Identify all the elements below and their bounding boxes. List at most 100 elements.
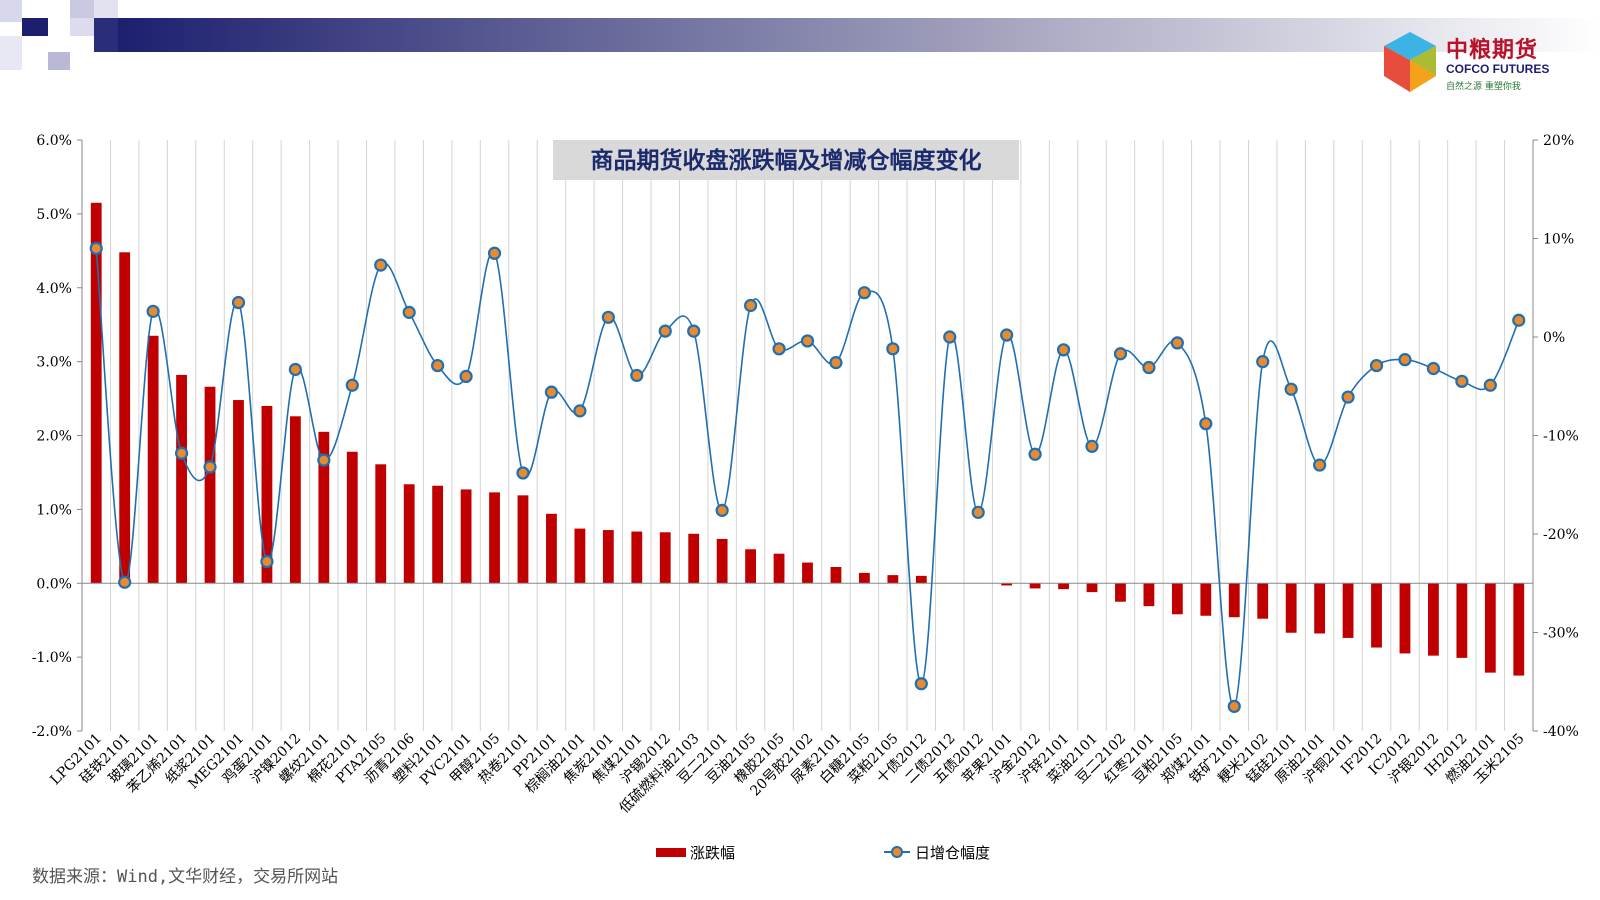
bar bbox=[147, 335, 159, 584]
line-marker bbox=[914, 677, 928, 691]
brand-name-cn: 中粮期货 bbox=[1446, 38, 1539, 63]
legend-line-label: 日增仓幅度 bbox=[915, 844, 990, 862]
legend-line-marker bbox=[891, 846, 903, 858]
line-marker bbox=[146, 304, 160, 318]
line-marker bbox=[658, 324, 672, 338]
bar bbox=[1399, 583, 1411, 654]
brand-logo: 中粮期货 COFCO FUTURES 自然之源 重塑你我 bbox=[1380, 30, 1590, 100]
bar bbox=[1285, 583, 1297, 633]
y-left-tick-label: 2.0% bbox=[36, 429, 72, 445]
line-marker bbox=[1028, 447, 1042, 461]
bar bbox=[745, 549, 757, 584]
line-marker bbox=[1426, 361, 1441, 376]
line-marker bbox=[260, 554, 274, 569]
line-marker bbox=[118, 575, 132, 589]
legend-bar-label: 涨跌幅 bbox=[690, 844, 735, 862]
line-marker bbox=[1056, 343, 1071, 357]
line-marker bbox=[1085, 439, 1099, 453]
line-marker bbox=[1227, 699, 1241, 713]
bar bbox=[517, 495, 529, 584]
y-left-tick-label: 6.0% bbox=[36, 133, 72, 149]
bar bbox=[659, 532, 671, 584]
bar bbox=[1200, 583, 1212, 616]
bar bbox=[1115, 583, 1126, 602]
line-marker bbox=[772, 342, 786, 356]
line-marker bbox=[459, 369, 473, 383]
bar bbox=[261, 405, 273, 584]
bar bbox=[90, 202, 102, 584]
y-left-tick-label: 5.0% bbox=[36, 207, 72, 223]
bar bbox=[1228, 583, 1240, 618]
line-marker bbox=[1256, 355, 1270, 369]
y-right-tick-label: -10% bbox=[1543, 429, 1579, 445]
line-marker bbox=[1483, 378, 1497, 392]
bar bbox=[1001, 583, 1013, 586]
brand-slogan: 自然之源 重塑你我 bbox=[1446, 82, 1521, 92]
y-right-tick-label: 0% bbox=[1543, 330, 1565, 346]
line-marker bbox=[431, 358, 445, 373]
bar bbox=[1171, 583, 1183, 615]
line-marker bbox=[1398, 353, 1412, 367]
bar bbox=[1371, 583, 1382, 648]
line-marker bbox=[971, 505, 985, 519]
line-marker bbox=[1455, 374, 1469, 388]
bar bbox=[1058, 583, 1069, 590]
y-right-tick-label: 10% bbox=[1543, 232, 1574, 248]
bar bbox=[1513, 583, 1525, 676]
line-marker bbox=[402, 305, 416, 319]
line-marker bbox=[800, 334, 815, 348]
line-marker bbox=[231, 295, 246, 310]
bar bbox=[289, 416, 301, 584]
bar bbox=[403, 484, 415, 584]
line-marker bbox=[317, 453, 331, 467]
line-marker bbox=[174, 446, 189, 460]
line-marker bbox=[1512, 313, 1526, 327]
y-left-tick-label: 4.0% bbox=[36, 281, 72, 297]
bar bbox=[574, 528, 586, 584]
legend-bar-swatch bbox=[656, 848, 686, 857]
line-marker bbox=[1369, 358, 1384, 373]
bar bbox=[602, 530, 614, 584]
bar bbox=[802, 562, 813, 584]
bar bbox=[1314, 583, 1326, 634]
bar bbox=[375, 464, 387, 584]
bar bbox=[773, 553, 785, 584]
line-marker bbox=[886, 342, 900, 356]
bar bbox=[1342, 583, 1354, 638]
bar bbox=[688, 533, 700, 584]
line-marker bbox=[345, 378, 359, 392]
y-left-tick-label: 1.0% bbox=[36, 502, 72, 518]
y-left-tick-label: -1.0% bbox=[32, 650, 72, 666]
line-marker bbox=[1284, 382, 1298, 396]
line-marker bbox=[544, 385, 559, 399]
bar bbox=[830, 566, 842, 584]
series-line bbox=[95, 248, 1520, 708]
y-left-tick-label: -2.0% bbox=[32, 724, 72, 740]
y-left-tick-label: 0.0% bbox=[36, 576, 72, 592]
bar bbox=[1143, 583, 1155, 607]
line-marker bbox=[1113, 347, 1128, 361]
line-marker bbox=[857, 286, 872, 300]
bar bbox=[546, 513, 557, 584]
bar bbox=[119, 252, 131, 584]
line-marker bbox=[630, 368, 644, 383]
y-right-tick-label: -30% bbox=[1543, 626, 1579, 642]
line-marker bbox=[829, 356, 843, 370]
bar bbox=[346, 451, 358, 584]
y-left-tick-label: 3.0% bbox=[36, 355, 72, 371]
line-marker bbox=[374, 258, 388, 272]
line-marker bbox=[573, 404, 587, 418]
line-marker bbox=[1142, 360, 1156, 375]
line-marker bbox=[1170, 336, 1184, 350]
bar bbox=[1086, 583, 1098, 593]
bar bbox=[631, 531, 643, 584]
bar bbox=[716, 538, 728, 584]
bar bbox=[887, 575, 899, 584]
line-marker bbox=[1313, 458, 1327, 472]
line-marker bbox=[715, 503, 729, 517]
bar bbox=[1456, 583, 1468, 658]
y-right-tick-label: 20% bbox=[1543, 133, 1574, 149]
line-marker bbox=[743, 298, 758, 313]
line-marker bbox=[687, 324, 701, 338]
